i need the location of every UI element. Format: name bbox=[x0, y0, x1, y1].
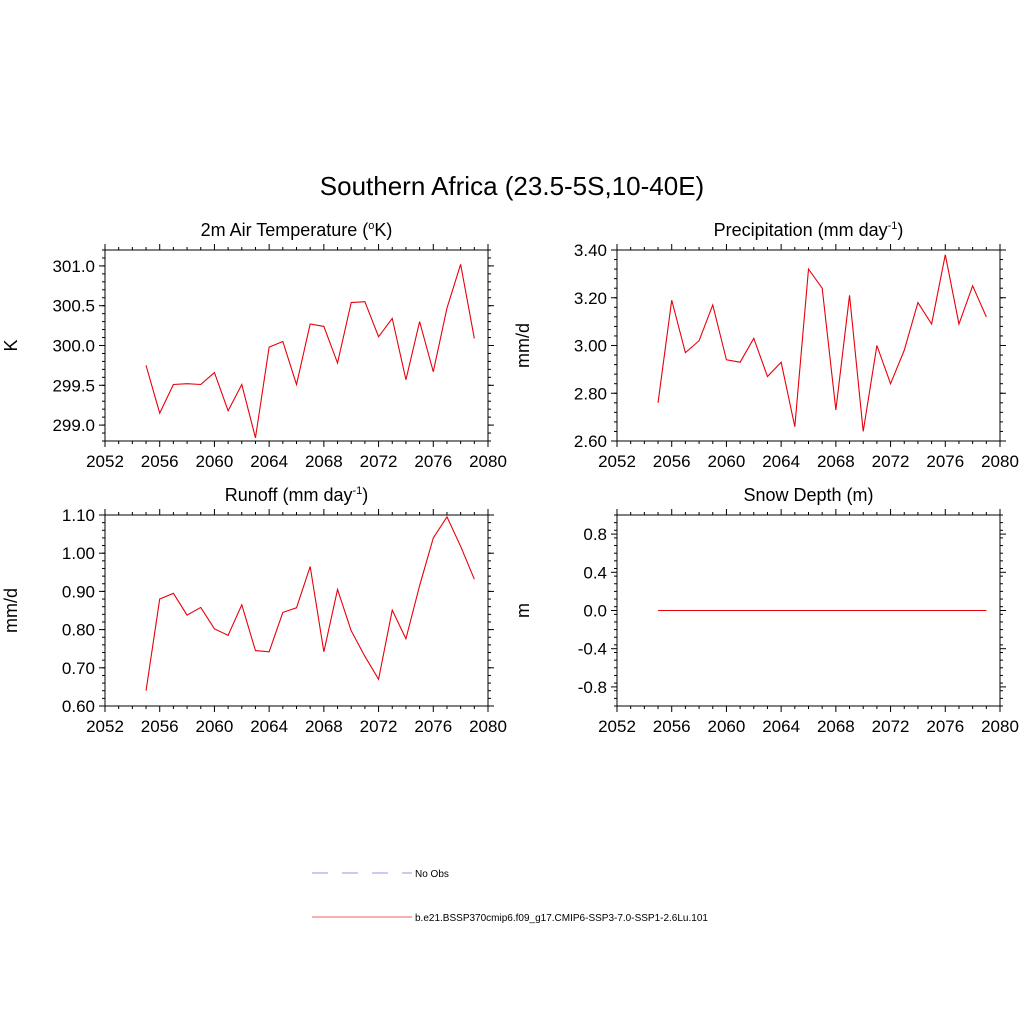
y-tick-label: 0.0 bbox=[583, 602, 607, 621]
panel-title-suffix: ) bbox=[897, 220, 903, 240]
y-axis-label: mm/d bbox=[1, 588, 21, 633]
x-tick-label: 2072 bbox=[872, 452, 910, 471]
x-tick-label: 2052 bbox=[86, 452, 124, 471]
x-tick-label: 2072 bbox=[872, 717, 910, 736]
x-tick-label: 2076 bbox=[926, 452, 964, 471]
legend-item-no-obs: No Obs bbox=[312, 869, 449, 880]
plot-frame bbox=[104, 514, 489, 707]
x-tick-label: 2060 bbox=[708, 717, 746, 736]
x-tick-label: 2080 bbox=[469, 452, 507, 471]
x-tick-label: 2052 bbox=[86, 717, 124, 736]
legend-label-no-obs: No Obs bbox=[415, 869, 449, 880]
x-tick-label: 2068 bbox=[817, 452, 855, 471]
x-tick-label: 2076 bbox=[414, 452, 452, 471]
y-axis-label: mm/d bbox=[513, 323, 533, 368]
series-line-runoff bbox=[145, 515, 475, 691]
x-tick-label: 2068 bbox=[305, 452, 343, 471]
plot-frame bbox=[616, 249, 1001, 442]
panel-title-suffix: ) bbox=[362, 485, 368, 505]
panel-title-air-temperature: 2m Air Temperature (oK) bbox=[201, 220, 393, 240]
y-tick-label: 3.40 bbox=[574, 241, 607, 260]
y-tick-label: 0.60 bbox=[62, 697, 95, 716]
x-tick-label: 2056 bbox=[141, 452, 179, 471]
panel-snow-depth: Snow Depth (m) 2052 2056 2060 2064 2068 2072 20… bbox=[513, 485, 1019, 736]
panel-title-sup: o bbox=[368, 220, 374, 232]
panel-title-text: 2m Air Temperature ( bbox=[201, 220, 369, 240]
y-tick-label: 0.90 bbox=[62, 582, 95, 601]
panel-title-suffix: K) bbox=[374, 220, 392, 240]
x-tick-label: 2080 bbox=[981, 717, 1019, 736]
x-tick-label: 2080 bbox=[981, 452, 1019, 471]
x-tick-label: 2064 bbox=[250, 717, 288, 736]
x-tick-label: 2060 bbox=[196, 452, 234, 471]
y-tick-label: 300.5 bbox=[52, 297, 95, 316]
y-tick-label: 299.0 bbox=[52, 416, 95, 435]
y-tick-label: 2.80 bbox=[574, 384, 607, 403]
panel-title-sup: -1 bbox=[888, 220, 898, 232]
y-tick-label: 0.70 bbox=[62, 659, 95, 678]
y-tick-label: 301.0 bbox=[52, 257, 95, 276]
x-tick-label: 2060 bbox=[708, 452, 746, 471]
y-tick-label: 0.4 bbox=[583, 563, 607, 582]
x-tick-label: 2068 bbox=[305, 717, 343, 736]
legend-item-model-run: b.e21.BSSP370cmip6.f09_g17.CMIP6-SSP3-7.… bbox=[312, 913, 708, 924]
y-tick-label: 0.8 bbox=[583, 525, 607, 544]
x-tick-label: 2068 bbox=[817, 717, 855, 736]
x-tick-label: 2056 bbox=[653, 717, 691, 736]
legend-label-model-run: b.e21.BSSP370cmip6.f09_g17.CMIP6-SSP3-7.… bbox=[415, 913, 708, 924]
panel-title-text: Snow Depth (m) bbox=[743, 485, 873, 505]
series-line-precipitation bbox=[657, 254, 987, 432]
y-tick-label: 300.0 bbox=[52, 337, 95, 356]
x-tick-label: 2064 bbox=[762, 717, 800, 736]
y-tick-label: 3.00 bbox=[574, 337, 607, 356]
x-tick-label: 2064 bbox=[250, 452, 288, 471]
panel-title-runoff: Runoff (mm day-1) bbox=[225, 485, 369, 505]
panel-air-temperature: 2m Air Temperature (oK) 2052 2056 2060 2064 2… bbox=[1, 220, 507, 471]
panel-precipitation: Precipitation (mm day-1) 2052 2056 2060 2064… bbox=[513, 220, 1019, 471]
x-tick-label: 2052 bbox=[598, 717, 636, 736]
x-tick-label: 2060 bbox=[196, 717, 234, 736]
x-tick-label: 2076 bbox=[414, 717, 452, 736]
y-axis-label: m bbox=[513, 603, 533, 618]
x-tick-label: 2072 bbox=[360, 717, 398, 736]
legend: No Obs b.e21.BSSP370cmip6.f09_g17.CMIP6-… bbox=[312, 869, 708, 924]
y-tick-label: 1.10 bbox=[62, 506, 95, 525]
panel-title-sup: -1 bbox=[352, 485, 362, 497]
y-tick-label: 3.20 bbox=[574, 289, 607, 308]
panel-title-snow-depth: Snow Depth (m) bbox=[743, 485, 873, 505]
x-tick-label: 2080 bbox=[469, 717, 507, 736]
x-tick-label: 2072 bbox=[360, 452, 398, 471]
x-tick-label: 2064 bbox=[762, 452, 800, 471]
panel-runoff: Runoff (mm day-1) 2052 2056 2060 2064 2068 207… bbox=[1, 485, 507, 736]
panel-title-text: Runoff (mm day bbox=[225, 485, 353, 505]
plot-frame bbox=[104, 249, 489, 442]
x-tick-label: 2052 bbox=[598, 452, 636, 471]
chart-panels: 2m Air Temperature (oK)2052 2056 2060 2064 2… bbox=[1, 220, 1019, 736]
panel-title-text: Precipitation (mm day bbox=[714, 220, 888, 240]
y-tick-label: 0.80 bbox=[62, 621, 95, 640]
y-tick-label: 1.00 bbox=[62, 544, 95, 563]
y-axis-label: K bbox=[1, 339, 21, 351]
y-tick-label: -0.8 bbox=[578, 678, 607, 697]
x-tick-label: 2076 bbox=[926, 717, 964, 736]
y-tick-label: 2.60 bbox=[574, 432, 607, 451]
series-line-air-temperature bbox=[145, 264, 475, 438]
x-tick-label: 2056 bbox=[141, 717, 179, 736]
panel-title-precipitation: Precipitation (mm day-1) bbox=[714, 220, 904, 240]
y-tick-label: 299.5 bbox=[52, 376, 95, 395]
x-tick-label: 2056 bbox=[653, 452, 691, 471]
y-tick-label: -0.4 bbox=[578, 640, 607, 659]
figure-title: Southern Africa (23.5-5S,10-40E) bbox=[320, 171, 704, 201]
